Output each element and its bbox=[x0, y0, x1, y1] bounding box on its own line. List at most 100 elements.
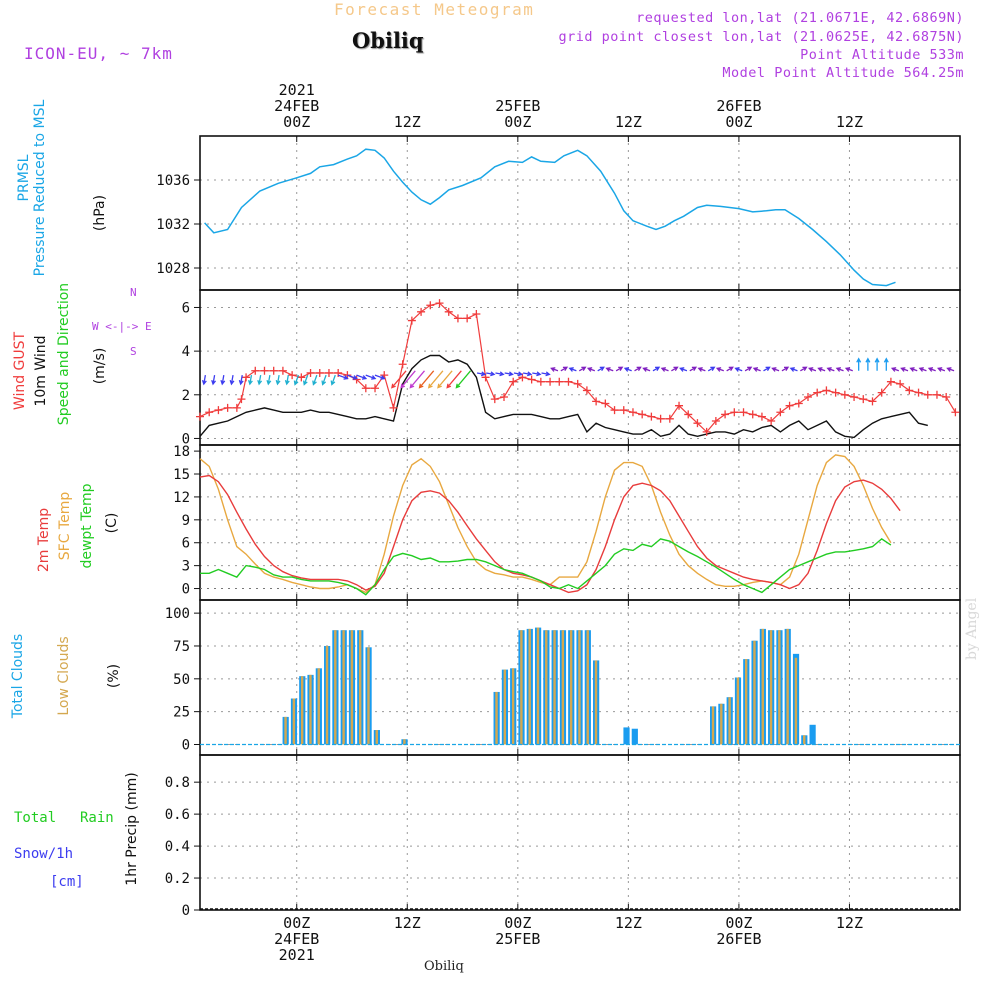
wind-gust-marker bbox=[407, 316, 416, 325]
wind-gust-marker bbox=[628, 408, 637, 417]
wind-gust-marker bbox=[546, 377, 555, 386]
wind-arrow bbox=[883, 357, 889, 371]
time-label-bottom: 25FEB bbox=[495, 930, 540, 948]
time-label-bottom: 24FEB bbox=[274, 930, 319, 948]
wind-arrow bbox=[789, 367, 798, 372]
wind-gust-marker bbox=[453, 314, 462, 323]
y-tick-label: 50 bbox=[173, 672, 190, 688]
wind-arrow bbox=[437, 370, 453, 389]
wind-arrow bbox=[927, 367, 936, 372]
total-cloud-bar bbox=[623, 727, 630, 745]
wind-gust-marker bbox=[767, 416, 776, 425]
wind-arrow bbox=[541, 371, 551, 377]
low-cloud-bar bbox=[375, 730, 378, 745]
compass-s: S bbox=[130, 345, 137, 358]
wind-arrow bbox=[715, 367, 724, 372]
time-label-bottom: 12Z bbox=[615, 914, 642, 932]
wind-gust-marker bbox=[490, 395, 499, 404]
wind-gust-marker bbox=[232, 403, 241, 412]
grid-point-coordinates: grid point closest lon,lat (21.0625E, 42… bbox=[558, 29, 964, 45]
wind-arrow bbox=[874, 357, 880, 371]
wind-arrow bbox=[808, 367, 817, 372]
wind-gust-marker bbox=[656, 414, 665, 423]
y-tick-label: 0.6 bbox=[165, 807, 190, 823]
total-cloud-bar bbox=[631, 728, 638, 745]
wind-gust-marker bbox=[748, 410, 757, 419]
wind-arrow bbox=[238, 375, 244, 386]
low-cloud-bar bbox=[569, 630, 573, 745]
wind-gust-marker bbox=[237, 395, 246, 404]
wind-gust-marker bbox=[315, 368, 324, 377]
time-label-top: 2021 bbox=[279, 81, 315, 99]
wind-arrow bbox=[918, 367, 927, 372]
wind-gust-marker bbox=[601, 399, 610, 408]
low-cloud-bar bbox=[578, 630, 581, 745]
low-cloud-bar bbox=[528, 628, 531, 745]
wind-gust-marker bbox=[444, 307, 453, 316]
low-cloud-bar bbox=[786, 628, 789, 745]
wind-gust-marker bbox=[223, 403, 232, 412]
wind-gust-marker bbox=[297, 373, 306, 382]
low-cloud-bar bbox=[803, 735, 806, 745]
panel-frame bbox=[199, 289, 961, 446]
wind-arrow bbox=[356, 374, 368, 380]
wind-gust-marker bbox=[288, 371, 297, 380]
temp-2m-line bbox=[199, 474, 901, 594]
total-rain-label-a: Total bbox=[14, 810, 57, 826]
wind-gust-marker bbox=[527, 375, 536, 384]
low-cloud-bar bbox=[503, 669, 507, 745]
wind-arrow bbox=[220, 375, 226, 386]
wind-gust-marker bbox=[896, 379, 905, 388]
wind-arrow bbox=[826, 367, 835, 372]
time-label-top: 24FEB bbox=[274, 97, 319, 115]
panel-4: 0 0.2 0.4 0.6 0.8 bbox=[165, 754, 961, 919]
low-cloud-bar bbox=[317, 668, 320, 745]
wind-gust-marker bbox=[205, 408, 214, 417]
wind-arrow bbox=[623, 367, 632, 372]
wind-arrow bbox=[763, 366, 771, 372]
y-tick-label: 9 bbox=[182, 513, 190, 529]
panel-0: 1028 1032 1036 bbox=[156, 135, 961, 291]
wind-gust-marker bbox=[711, 416, 720, 425]
low-cloud-bar bbox=[300, 676, 304, 745]
time-label-bottom: 12Z bbox=[836, 914, 863, 932]
wind-arrow bbox=[835, 367, 844, 372]
low-cloud-bar bbox=[761, 628, 764, 745]
time-label-top: 12Z bbox=[615, 113, 642, 131]
time-label-top: 12Z bbox=[836, 113, 863, 131]
y-tick-label: 3 bbox=[182, 559, 190, 575]
y-tick-label: 1028 bbox=[156, 261, 190, 277]
wind-gust-marker bbox=[361, 384, 370, 393]
wind-arrow bbox=[522, 371, 533, 377]
wind-gust-marker bbox=[942, 392, 951, 401]
wind-gust-marker bbox=[923, 390, 932, 399]
time-label-top: 26FEB bbox=[716, 97, 761, 115]
y-tick-label: 12 bbox=[173, 490, 190, 506]
wind-arrow bbox=[293, 374, 300, 386]
low-cloud-bar bbox=[778, 630, 781, 745]
time-label-top: 00Z bbox=[725, 113, 752, 131]
time-label-top: 00Z bbox=[283, 113, 310, 131]
snow-label: Snow/1h bbox=[14, 846, 74, 862]
low-cloud-bar bbox=[736, 677, 740, 745]
wind-arrow bbox=[201, 375, 207, 386]
wind-gust-marker bbox=[647, 412, 656, 421]
wind-arrow bbox=[634, 366, 642, 372]
wind-gust-marker bbox=[398, 360, 407, 369]
wind-gust-marker bbox=[472, 310, 481, 319]
wind-arrow bbox=[597, 366, 605, 372]
station-name: Obiliq bbox=[352, 28, 424, 53]
wind-gust-marker bbox=[822, 386, 831, 395]
low-cloud-bar bbox=[728, 697, 731, 745]
panel-frame bbox=[199, 754, 961, 911]
wind-gust-marker bbox=[813, 388, 822, 397]
wind-gust-marker bbox=[859, 395, 868, 404]
wind-gust-marker bbox=[564, 377, 573, 386]
requested-coordinates: requested lon,lat (21.0671E, 42.6869N) bbox=[636, 10, 964, 26]
low-cloud-bar bbox=[794, 657, 798, 745]
wind-speed-line bbox=[199, 354, 928, 439]
time-label-bottom: 00Z bbox=[504, 914, 531, 932]
wind-arrow bbox=[550, 367, 559, 372]
wind-gust-marker bbox=[914, 388, 923, 397]
wind-gust-marker bbox=[463, 314, 472, 323]
